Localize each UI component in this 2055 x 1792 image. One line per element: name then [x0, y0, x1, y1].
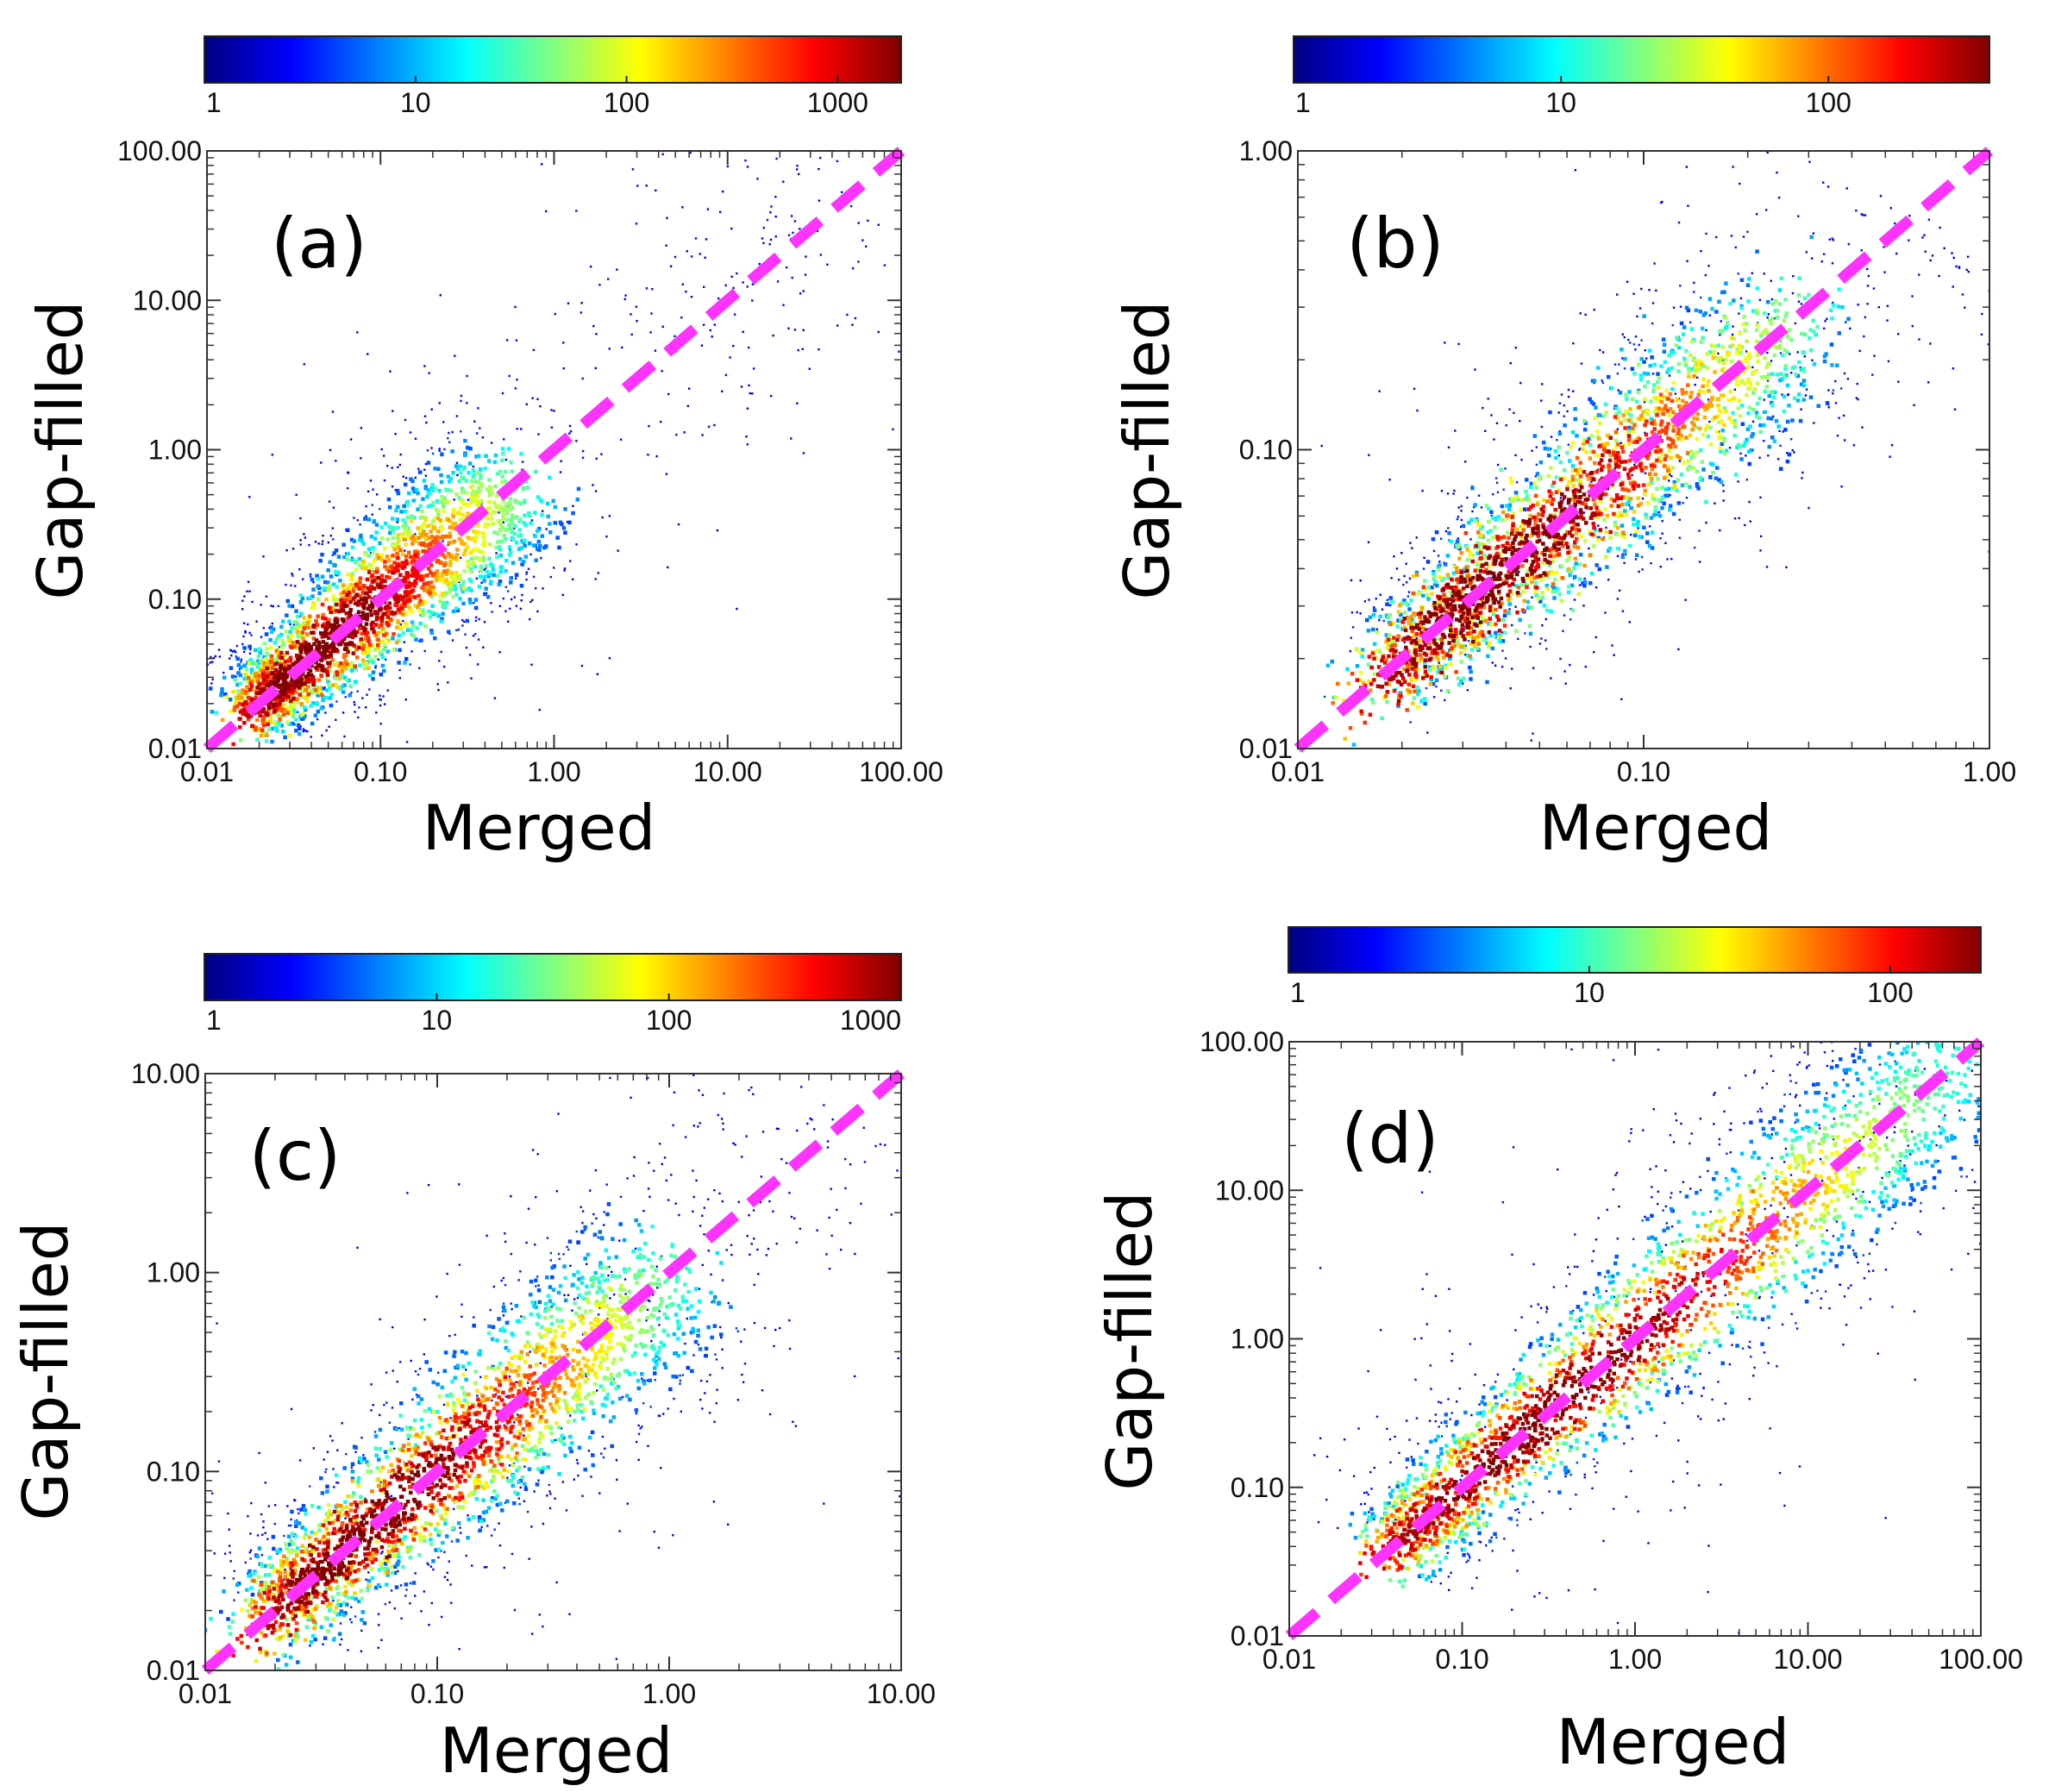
colorbar-tick-label: 100	[1867, 977, 1913, 1008]
identity-line	[201, 1069, 905, 1675]
colorbar-tick-label: 1000	[840, 1005, 901, 1036]
colorbar-tick-label: 1	[1290, 977, 1306, 1008]
x-axis-title: Merged	[423, 792, 655, 864]
x-tick-label: 100.00	[859, 756, 943, 787]
density-scatter	[205, 1074, 901, 1670]
panel-label: (d)	[1341, 1099, 1438, 1179]
x-tick-label: 0.10	[354, 756, 407, 787]
y-tick-label: 100.00	[117, 135, 202, 166]
x-axis-title: Merged	[440, 1714, 673, 1787]
y-tick-label: 0.10	[1239, 435, 1293, 466]
x-tick-label: 1.00	[1608, 1644, 1662, 1675]
x-tick-label: 0.10	[1617, 756, 1670, 787]
x-tick-label: 0.10	[1435, 1644, 1488, 1675]
panel-b: 1 10 100 0.01 0.10 1.00 0.01 0.10 1.00 Merged Gap-…	[1111, 35, 2016, 864]
density-scatter	[1313, 1042, 1981, 1634]
x-tick-label: 1.00	[1963, 756, 2016, 787]
y-tick-label: 1.00	[1239, 135, 1293, 166]
x-tick-label: 1.00	[642, 1678, 696, 1709]
x-tick-label: 100.00	[1939, 1644, 2023, 1675]
density-scatter	[1320, 151, 1989, 747]
y-tick-label: 10.00	[131, 1058, 200, 1089]
y-axis-title: Gap-filled	[1111, 301, 1183, 600]
colorbar-tick-label: 100	[646, 1005, 692, 1036]
colorbar	[1293, 35, 1990, 84]
colorbar	[204, 35, 902, 84]
colorbar-tick-label: 10	[400, 87, 431, 118]
x-tick-label: 0.01	[1271, 756, 1325, 787]
density-scatter	[207, 152, 901, 747]
colorbar-tick-label: 100	[1806, 87, 1851, 118]
panel-c: 1 10 100 1000 0.01 0.10 1.00 10.00 0.01 0.10 1.00 1…	[9, 953, 936, 1787]
colorbar-tick-label: 10	[1574, 977, 1605, 1008]
identity-line	[203, 147, 905, 753]
x-tick-label: 10.00	[1773, 1644, 1842, 1675]
y-axis-title: Gap-filled	[1093, 1192, 1166, 1491]
y-tick-label: 0.01	[147, 1655, 200, 1686]
y-tick-label: 1.00	[148, 435, 202, 466]
x-axis-title: Merged	[1539, 792, 1772, 864]
colorbar	[1288, 926, 1982, 974]
colorbar-tick-label: 1000	[807, 87, 868, 118]
y-tick-label: 0.10	[147, 1456, 200, 1487]
y-tick-label: 0.01	[1231, 1620, 1284, 1651]
y-tick-label: 100.00	[1200, 1026, 1284, 1057]
x-tick-label: 1.00	[527, 756, 580, 787]
x-tick-label: 10.00	[693, 756, 762, 787]
colorbar	[204, 953, 902, 1001]
identity-line	[1294, 147, 1994, 753]
colorbar-tick-label: 100	[604, 87, 649, 118]
y-tick-label: 1.00	[1231, 1324, 1284, 1355]
y-tick-label: 0.01	[1239, 733, 1293, 764]
colorbar-tick-label: 1	[206, 87, 222, 118]
panel-d: 1 10 100 0.01 0.10 1.00 10.00 100.00 0.01 0.10 1.0…	[1093, 926, 2023, 1778]
panel-label: (a)	[271, 204, 367, 284]
colorbar-tick-label: 10	[422, 1005, 453, 1036]
x-tick-label: 0.10	[410, 1678, 464, 1709]
y-tick-label: 0.10	[1231, 1472, 1284, 1503]
x-tick-label: 0.01	[180, 756, 234, 787]
panel-label: (c)	[249, 1116, 341, 1196]
y-tick-label: 10.00	[133, 285, 202, 316]
y-axis-title: Gap-filled	[24, 301, 97, 600]
x-tick-label: 0.01	[1262, 1644, 1316, 1675]
y-tick-label: 0.10	[148, 584, 202, 615]
y-axis-title: Gap-filled	[9, 1222, 82, 1521]
y-tick-label: 0.01	[148, 733, 202, 764]
panel-a: 1 10 100 1000 0.01 0.10 1.00 10.00 100.00 0.01 0.1…	[24, 35, 943, 864]
identity-line	[1285, 1037, 1985, 1640]
panel-label: (b)	[1346, 204, 1444, 284]
plot-frame	[204, 1073, 902, 1671]
y-tick-label: 10.00	[1215, 1175, 1284, 1206]
x-tick-label: 10.00	[867, 1678, 936, 1709]
colorbar-tick-label: 1	[206, 1005, 222, 1036]
y-tick-label: 1.00	[147, 1257, 200, 1288]
x-tick-label: 0.01	[179, 1678, 232, 1709]
colorbar-tick-label: 10	[1545, 87, 1576, 118]
x-axis-title: Merged	[1557, 1706, 1789, 1778]
colorbar-tick-label: 1	[1295, 87, 1311, 118]
